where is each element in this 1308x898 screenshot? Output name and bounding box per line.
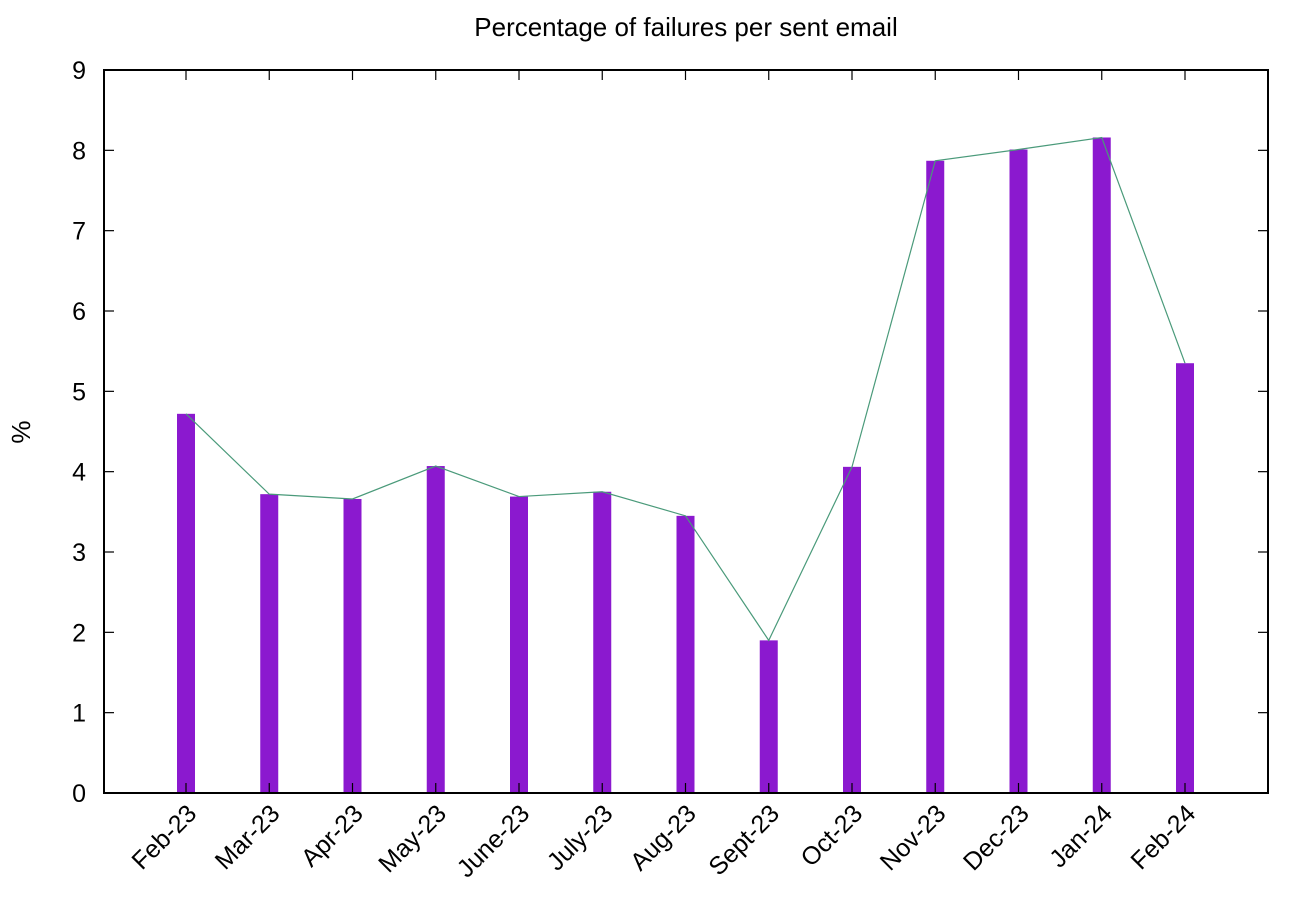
y-tick-label: 3 (72, 539, 86, 567)
x-tick-label: Feb-24 (1125, 799, 1201, 875)
bar (426, 466, 445, 793)
bar (343, 498, 362, 793)
x-tick-label: Sept-23 (703, 799, 785, 881)
y-tick-label: 2 (72, 619, 86, 647)
plot-area: 0 1 2 3 4 5 6 7 8 9 Feb-23 Mar-23 Apr-23 May-23 June-2… (72, 57, 1268, 883)
bar (260, 494, 279, 793)
y-tick-label: 0 (72, 780, 86, 808)
trend-line (185, 136, 1186, 642)
bar (926, 160, 945, 793)
x-tick-label: Mar-23 (210, 799, 286, 875)
y-tick-label: 6 (72, 298, 86, 326)
plot-frame (103, 69, 1269, 794)
y-tick-label: 1 (72, 700, 86, 728)
x-tick-label: Dec-23 (958, 799, 1035, 876)
bar (593, 491, 612, 793)
x-tick-label: July-23 (542, 799, 619, 876)
y-tick-label: 5 (72, 378, 86, 406)
bar (510, 496, 528, 793)
bar (1009, 149, 1028, 793)
x-tick-label: June-23 (452, 799, 536, 883)
bar (759, 640, 778, 793)
bar (843, 466, 861, 793)
x-tick-label: Nov-23 (875, 799, 952, 876)
x-tick-label: Feb-23 (126, 799, 202, 875)
x-tick-label: Oct-23 (795, 799, 868, 872)
x-tick-label: Jan-24 (1044, 799, 1118, 873)
x-tick-label: Apr-23 (296, 799, 369, 872)
bar (1092, 137, 1111, 794)
y-tick-label: 7 (72, 218, 86, 246)
bar (177, 413, 195, 793)
chart-title: Percentage of failures per sent email (474, 12, 897, 42)
bar (676, 515, 695, 793)
y-tick-label: 9 (72, 57, 86, 85)
x-tick-label: May-23 (373, 799, 452, 878)
bar (1176, 363, 1194, 793)
y-tick-label: 8 (72, 137, 86, 165)
y-axis-label: % (6, 420, 36, 443)
y-tick-label: 4 (72, 459, 86, 487)
x-tick-label: Aug-23 (625, 799, 702, 876)
